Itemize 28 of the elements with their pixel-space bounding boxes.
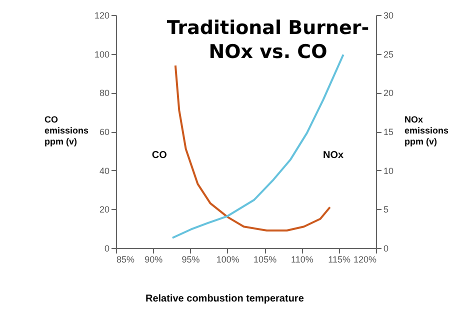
x-tick-label: 105% <box>254 254 277 264</box>
x-tick-label: 115% <box>328 254 351 264</box>
x-tick-label: 85% <box>116 254 135 264</box>
y-tick-label: 60 <box>99 127 110 137</box>
y-tick-label: 40 <box>99 166 110 176</box>
y2-tick-label: 10 <box>384 166 394 176</box>
x-tick-label: 120% <box>353 254 376 264</box>
y2-axis-title: NOx emissions ppm (v) <box>404 114 449 146</box>
x-tick-label: 110% <box>291 254 314 264</box>
y2-tick-label: 15 <box>384 127 394 137</box>
x-tick-label: 90% <box>144 254 163 264</box>
y-tick-label: 0 <box>104 244 110 254</box>
x-tick-label: 100% <box>216 254 240 264</box>
y2-tick-label: 5 <box>384 204 389 215</box>
y2-tick-label: 0 <box>384 244 389 254</box>
y-tick-label: 80 <box>99 88 110 98</box>
text: NOx <box>323 150 344 161</box>
y-tick-label: 100 <box>94 49 110 60</box>
y-axis-title: CO emissions ppm (v) <box>44 114 89 146</box>
text: Traditional Burner- NOx vs. CO <box>166 17 370 63</box>
y2-tick-label: 30 <box>384 10 394 20</box>
x-axis-title: Relative combustion temperature <box>146 294 304 304</box>
y-tick-label: 120 <box>94 10 110 20</box>
y-tick-label: 20 <box>99 204 110 215</box>
series-label: CO <box>152 150 168 161</box>
x-tick-label: 95% <box>182 254 200 264</box>
y2-tick-label: 25 <box>384 49 394 60</box>
y2-tick-label: 20 <box>384 88 394 98</box>
